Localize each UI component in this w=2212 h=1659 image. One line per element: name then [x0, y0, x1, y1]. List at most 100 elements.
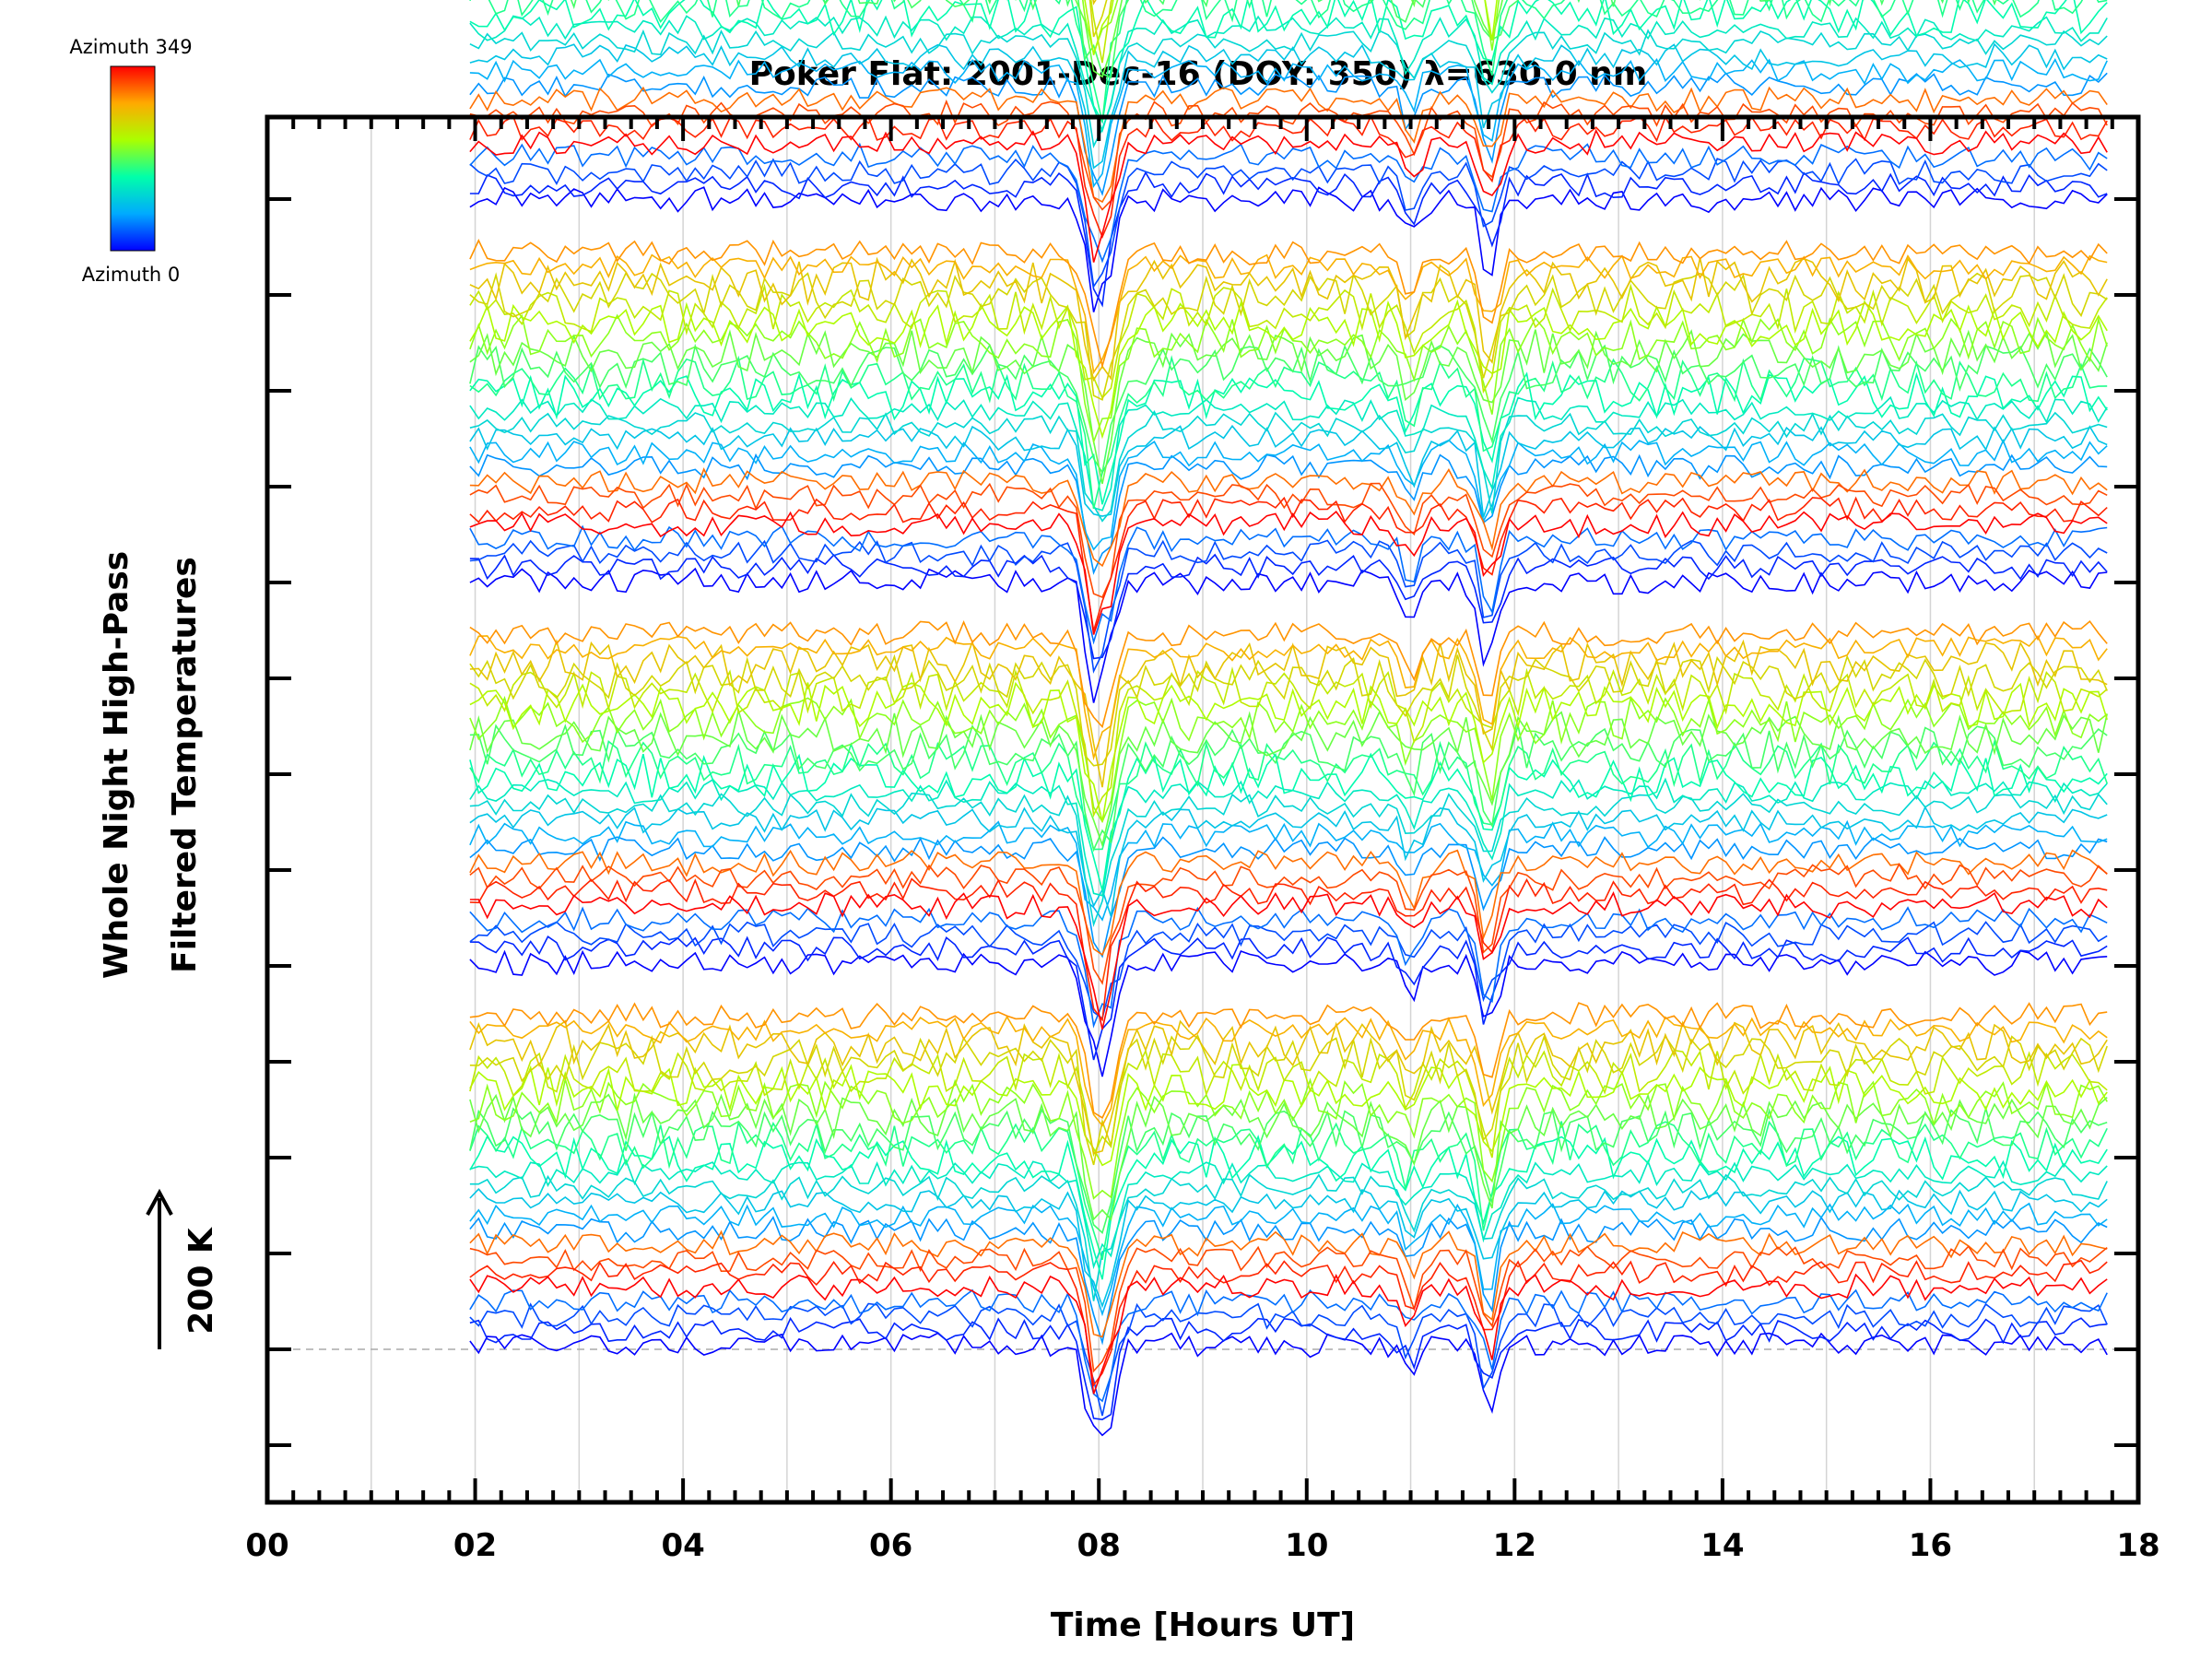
series-line	[469, 792, 2108, 928]
series-line	[469, 114, 2108, 240]
series-line	[469, 666, 2108, 818]
series-line	[469, 1188, 2108, 1309]
series-line	[469, 1316, 2108, 1421]
series-line	[469, 29, 2108, 148]
series-line	[469, 439, 2108, 551]
series-line	[469, 1245, 2108, 1373]
chart-title: Poker Flat: 2001-Dec-16 (DOY: 350) λ=630…	[749, 55, 1648, 93]
series-line	[469, 299, 2108, 440]
series-line	[469, 681, 2108, 822]
series-line	[469, 1092, 2108, 1221]
series-line	[469, 849, 2108, 957]
series-line	[469, 395, 2108, 512]
series-line	[469, 1273, 2108, 1394]
series-line	[469, 0, 2108, 124]
colorbar-top-label: Azimuth 349	[69, 36, 192, 58]
series-line	[469, 777, 2108, 897]
series-line	[469, 1033, 2108, 1166]
series-line	[469, 511, 2108, 635]
series-line	[469, 935, 2108, 1061]
series-line	[469, 482, 2108, 599]
series-line	[469, 86, 2108, 204]
series-line	[469, 256, 2108, 382]
series-line	[469, 424, 2108, 518]
series-layer	[469, 0, 2108, 1437]
series-line	[469, 1002, 2108, 1119]
series-line	[469, 921, 2108, 1020]
series-line	[469, 891, 2108, 1030]
colorbar-gradient	[110, 65, 156, 252]
series-line	[469, 329, 2108, 485]
y-axis-title-line2: Filtered Temperatures	[166, 557, 204, 973]
series-line	[469, 1048, 2108, 1159]
series-line	[469, 467, 2108, 568]
series-line	[469, 1173, 2108, 1301]
x-tick-label: 18	[2116, 1527, 2159, 1564]
series-line	[469, 836, 2108, 959]
x-tick-label: 02	[453, 1527, 497, 1564]
series-line	[469, 355, 2108, 510]
x-tick-label: 12	[1493, 1527, 1536, 1564]
series-line	[469, 142, 2108, 264]
series-line	[469, 453, 2108, 575]
x-tick-label: 16	[1909, 1527, 1952, 1564]
series-line	[469, 707, 2108, 848]
scale-indicator: 200 K	[146, 1188, 220, 1349]
series-line	[469, 752, 2108, 891]
scale-arrow-head-icon	[146, 1188, 173, 1216]
series-line	[469, 863, 2108, 985]
series-line	[469, 1077, 2108, 1200]
series-line	[469, 343, 2108, 475]
series-line	[469, 1120, 2108, 1261]
series-line	[469, 553, 2108, 660]
x-tick-label: 06	[869, 1527, 912, 1564]
series-line	[469, 239, 2108, 370]
series-line	[469, 949, 2108, 1077]
series-line	[469, 158, 2108, 289]
x-tick-label: 08	[1077, 1527, 1121, 1564]
series-line	[469, 1202, 2108, 1317]
series-line	[469, 619, 2108, 729]
series-line	[469, 1134, 2108, 1280]
series-line	[469, 42, 2108, 170]
scale-label: 200 K	[182, 1227, 220, 1335]
series-line	[469, 1216, 2108, 1346]
x-tick-labels: 00 02 04 06 08 10 12 14 16 18	[245, 1527, 2159, 1564]
series-line	[469, 72, 2108, 196]
colorbar: Azimuth 349 Azimuth 0	[69, 36, 192, 286]
series-line	[469, 1015, 2108, 1127]
series-line	[469, 1019, 2108, 1155]
axis-ticks	[265, 117, 2140, 1502]
series-line	[469, 1332, 2108, 1437]
y-axis-title-line1: Whole Night High-Pass	[98, 551, 135, 979]
series-line	[469, 524, 2108, 645]
series-line	[469, 0, 2108, 123]
x-axis-title: Time [Hours UT]	[1051, 1606, 1355, 1644]
series-line	[469, 819, 2108, 922]
series-line	[469, 128, 2108, 263]
series-line	[469, 639, 2108, 788]
series-line	[469, 410, 2108, 523]
series-line	[469, 253, 2108, 375]
series-line	[469, 1230, 2108, 1338]
series-line	[469, 805, 2108, 917]
series-line	[469, 738, 2108, 851]
x-tick-label: 04	[661, 1527, 704, 1564]
series-line	[469, 283, 2108, 400]
series-line	[469, 171, 2108, 308]
colorbar-bottom-label: Azimuth 0	[82, 264, 181, 286]
series-line	[469, 1259, 2108, 1387]
x-tick-label: 14	[1700, 1527, 1744, 1564]
series-line	[469, 57, 2108, 189]
series-line	[469, 539, 2108, 674]
x-tick-label: 00	[245, 1527, 288, 1564]
series-line	[469, 271, 2108, 401]
series-line	[469, 634, 2108, 761]
series-line	[469, 371, 2108, 505]
series-line	[469, 1158, 2108, 1270]
x-tick-label: 10	[1285, 1527, 1328, 1564]
series-line	[469, 877, 2108, 1022]
series-line	[469, 653, 2108, 767]
series-line	[469, 496, 2108, 631]
